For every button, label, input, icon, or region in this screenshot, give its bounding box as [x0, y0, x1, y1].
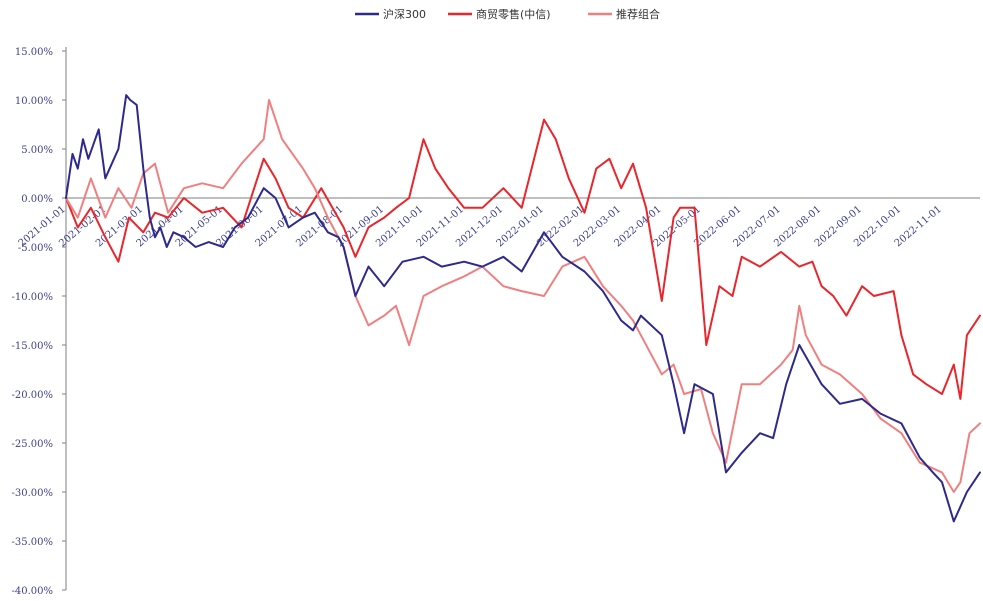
y-tick-label: -15.00%: [11, 341, 53, 352]
y-tick-label: 10.00%: [15, 96, 53, 107]
legend-label: 商贸零售(中信): [476, 7, 551, 21]
y-axis: 15.00% 10.00% 5.00% 0.00% -5.00% -10.00% -15.0…: [11, 47, 67, 597]
y-tick-label: -40.00%: [11, 586, 53, 597]
series-layer: [65, 94, 981, 523]
y-tick-label: 0.00%: [21, 194, 53, 205]
y-tick-label: -25.00%: [11, 439, 53, 450]
y-tick-label: -35.00%: [11, 537, 53, 548]
y-tick-label: -10.00%: [11, 292, 53, 303]
legend-label: 推荐组合: [616, 7, 660, 21]
y-tick-label: -20.00%: [11, 390, 53, 401]
legend-label: 沪深300: [383, 7, 426, 21]
y-tick-label: -5.00%: [18, 243, 53, 254]
y-tick-label: 15.00%: [15, 47, 53, 58]
series-line-3: [65, 99, 981, 493]
y-tick-label: 5.00%: [21, 145, 53, 156]
x-axis: 2021-01-012021-02-012021-03-012021-04-01…: [17, 197, 980, 249]
series-line-2: [65, 118, 981, 400]
legend: 沪深300 商贸零售(中信) 推荐组合: [355, 7, 660, 21]
series-line-1: [65, 94, 981, 523]
y-tick-label: -30.00%: [11, 488, 53, 499]
